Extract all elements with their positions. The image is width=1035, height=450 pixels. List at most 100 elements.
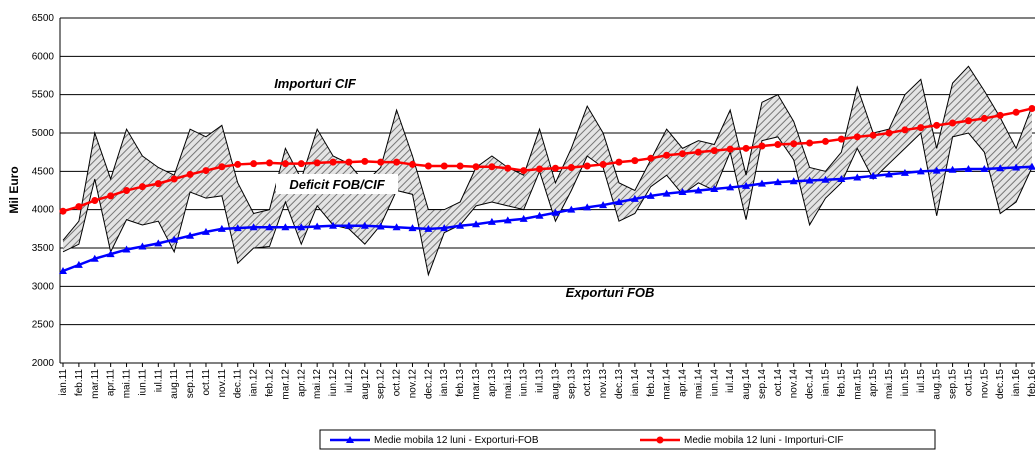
marker xyxy=(869,131,877,139)
marker xyxy=(393,158,401,166)
x-tick-label: ian.15 xyxy=(820,369,831,397)
marker xyxy=(408,224,417,232)
x-tick-label: iun.13 xyxy=(519,369,530,397)
marker xyxy=(154,180,162,188)
marker xyxy=(138,183,146,191)
marker xyxy=(408,160,416,168)
x-tick-label: mar.13 xyxy=(471,369,482,400)
x-tick-label: dec.13 xyxy=(614,369,625,399)
x-tick-label: oct.11 xyxy=(201,369,212,396)
x-tick-label: ian.11 xyxy=(58,369,69,396)
marker xyxy=(647,154,655,162)
marker xyxy=(472,220,481,228)
marker xyxy=(424,162,432,170)
marker xyxy=(678,188,687,196)
marker xyxy=(1028,104,1035,112)
x-tick-label: sep.15 xyxy=(948,369,959,399)
x-tick-label: oct.15 xyxy=(963,369,974,397)
marker xyxy=(821,175,830,183)
x-tick-label: mar.11 xyxy=(90,369,101,399)
marker xyxy=(329,158,337,166)
x-tick-label: nov.15 xyxy=(979,369,990,399)
marker xyxy=(694,186,703,194)
x-tick-label: ian.16 xyxy=(1011,369,1022,397)
x-tick-label: mai.15 xyxy=(884,369,895,399)
marker xyxy=(91,196,99,204)
marker xyxy=(1012,163,1021,171)
marker xyxy=(901,126,909,134)
marker xyxy=(726,145,734,153)
marker xyxy=(758,142,766,150)
marker xyxy=(980,165,989,173)
marker xyxy=(249,223,258,231)
marker xyxy=(107,192,115,200)
y-tick-label: 5500 xyxy=(32,90,55,101)
x-tick-label: dec.11 xyxy=(233,369,244,399)
marker xyxy=(456,162,464,170)
marker xyxy=(503,216,512,224)
marker xyxy=(916,167,925,175)
marker xyxy=(487,217,496,225)
marker xyxy=(567,205,576,213)
marker xyxy=(806,139,814,147)
marker xyxy=(392,223,401,231)
marker xyxy=(519,214,528,222)
x-tick-label: mai.14 xyxy=(693,369,704,399)
x-tick-label: nov.14 xyxy=(789,369,800,399)
x-tick-label: oct.14 xyxy=(773,369,784,397)
marker xyxy=(948,165,957,173)
marker xyxy=(154,239,163,247)
x-tick-label: iul.12 xyxy=(344,369,355,393)
x-tick-label: sep.12 xyxy=(376,369,387,399)
marker xyxy=(551,164,559,172)
x-tick-label: nov.11 xyxy=(217,369,228,398)
marker xyxy=(1028,162,1035,170)
x-tick-label: aug.15 xyxy=(932,369,943,400)
marker xyxy=(520,167,528,175)
x-tick-label: iul.15 xyxy=(916,369,927,393)
y-tick-label: 3500 xyxy=(32,243,55,254)
marker xyxy=(789,177,798,185)
x-tick-label: ian.14 xyxy=(630,369,641,397)
marker xyxy=(630,194,639,202)
marker xyxy=(456,221,465,229)
x-tick-label: aug.14 xyxy=(741,369,752,400)
y-tick-label: 4500 xyxy=(32,166,55,177)
marker xyxy=(218,163,226,171)
marker xyxy=(106,250,115,258)
x-tick-label: oct.12 xyxy=(392,369,403,397)
marker xyxy=(59,267,67,274)
marker xyxy=(265,223,274,231)
annotation-box xyxy=(276,174,398,194)
marker xyxy=(885,170,894,178)
marker xyxy=(440,224,449,232)
y-tick-label: 2500 xyxy=(32,320,55,331)
marker xyxy=(74,260,83,268)
x-tick-label: feb.13 xyxy=(455,369,466,397)
y-tick-label: 6000 xyxy=(32,51,55,62)
x-tick-label: mai.13 xyxy=(503,369,514,399)
marker xyxy=(726,183,735,191)
marker xyxy=(996,164,1005,172)
marker xyxy=(202,167,210,175)
annotation: Deficit FOB/CIF xyxy=(289,177,385,192)
marker xyxy=(266,159,274,167)
marker xyxy=(186,231,195,239)
marker xyxy=(488,163,496,171)
marker xyxy=(615,158,623,166)
x-tick-label: ian.12 xyxy=(249,369,260,397)
x-tick-label: iun.11 xyxy=(137,369,148,396)
marker xyxy=(361,157,369,165)
marker xyxy=(59,207,67,215)
legend-marker xyxy=(656,436,664,444)
marker xyxy=(123,187,131,194)
x-tick-label: feb.11 xyxy=(74,369,85,396)
x-tick-label: aug.13 xyxy=(550,369,561,400)
marker xyxy=(790,140,798,148)
marker xyxy=(805,176,814,184)
x-tick-label: nov.12 xyxy=(407,369,418,399)
y-tick-label: 2000 xyxy=(32,358,55,369)
marker xyxy=(217,224,226,232)
marker xyxy=(679,150,687,158)
marker xyxy=(233,224,242,232)
